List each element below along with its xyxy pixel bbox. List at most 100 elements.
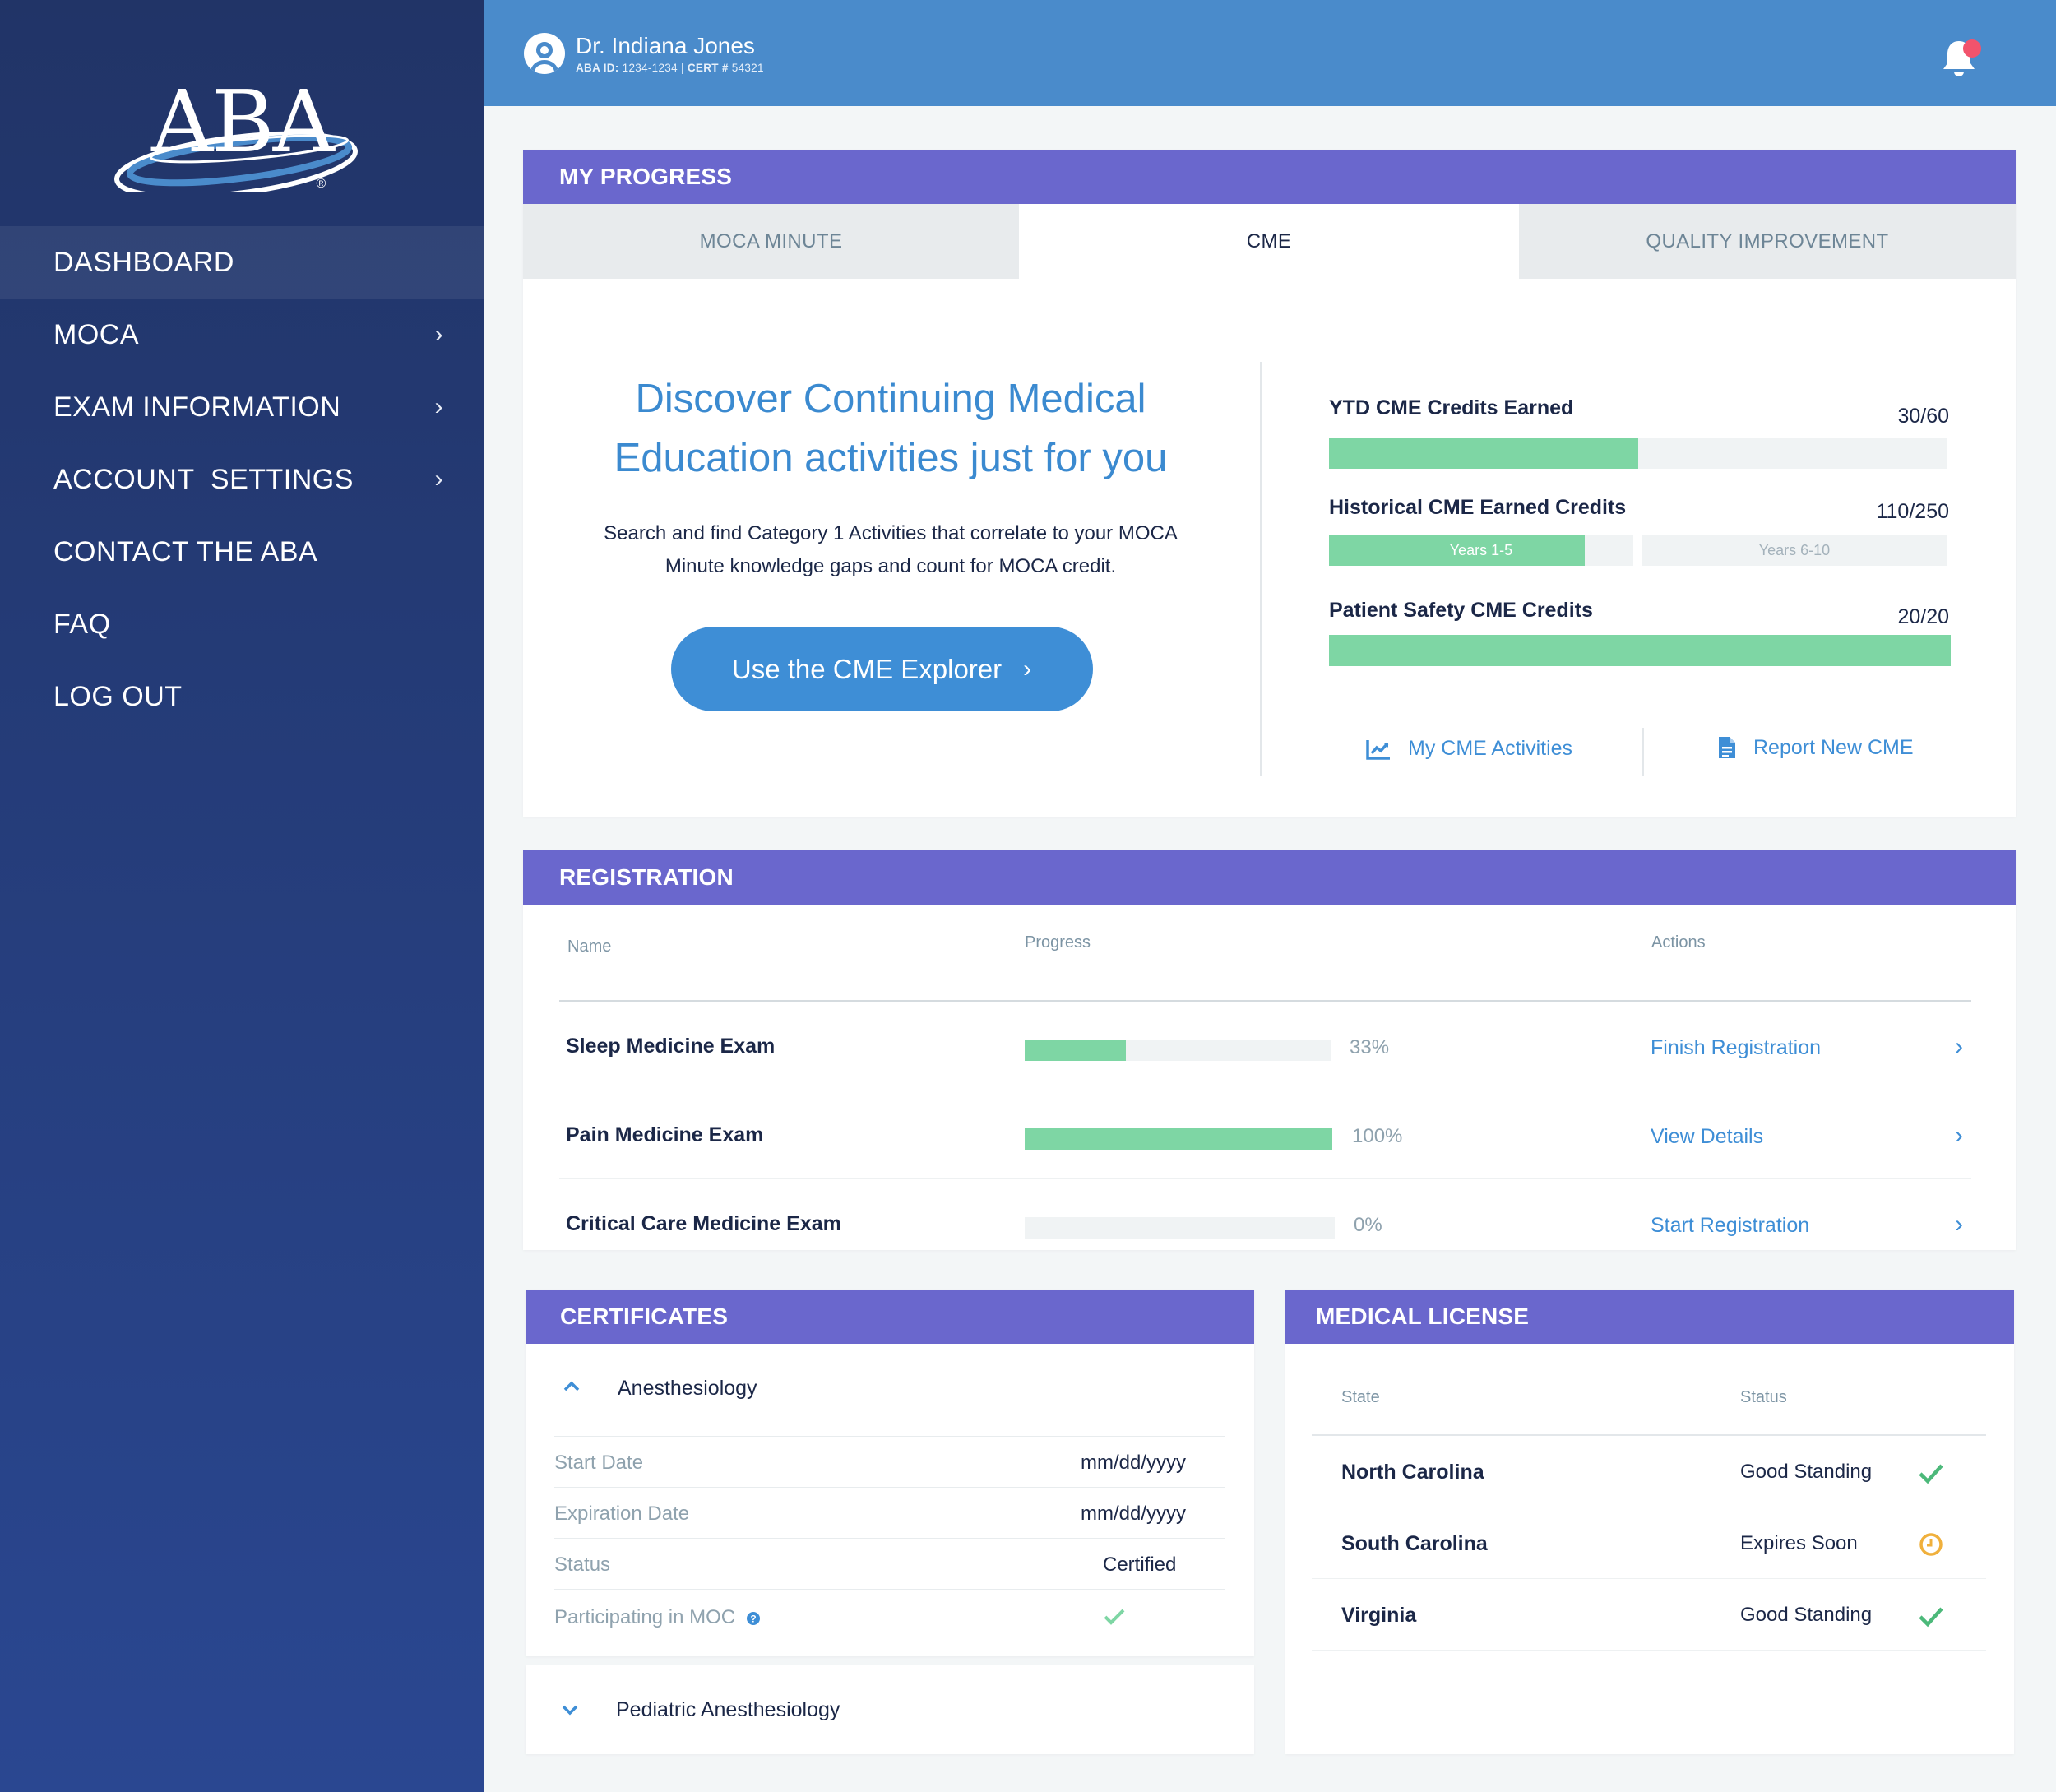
metric-label: Historical CME Earned Credits — [1329, 496, 1627, 519]
table-row: Sleep Medicine Exam 33% Finish Registrat… — [559, 1002, 1971, 1090]
license-status: Good Standing — [1740, 1604, 1873, 1626]
cme-description: Search and find Category 1 Activities th… — [604, 522, 1178, 577]
clock-icon — [1919, 1533, 1943, 1556]
field-value: mm/dd/yyyy — [1081, 1452, 1187, 1474]
license-status: Good Standing — [1740, 1461, 1873, 1483]
sidebar-item-label: LOG OUT — [53, 680, 183, 712]
field-label: Status — [554, 1554, 611, 1576]
chevron-right-icon: › — [434, 393, 443, 420]
field-value: mm/dd/yyyy — [1081, 1503, 1187, 1525]
column-header-status: Status — [1740, 1388, 1787, 1406]
top-bar: Dr. Indiana Jones ABA ID: 1234-1234 | CE… — [484, 0, 2056, 106]
sidebar-item-dashboard[interactable]: DASHBOARD — [0, 226, 484, 299]
ytd-progress-fill — [1329, 438, 1638, 469]
certificate-field-expiration-date: Expiration Date mm/dd/yyyy — [554, 1487, 1225, 1538]
column-header-name: Name — [567, 938, 612, 956]
segment-fill — [1329, 535, 1585, 566]
registration-progress-fill — [1025, 1128, 1332, 1150]
help-icon[interactable]: ? — [746, 1611, 761, 1626]
document-icon — [1719, 737, 1735, 758]
progress-percent: 0% — [1354, 1214, 1382, 1236]
report-new-cme-link[interactable]: Report New CME — [1717, 735, 1914, 760]
aba-logo[interactable]: ABA ® — [111, 35, 374, 192]
license-state: South Carolina — [1341, 1532, 1488, 1555]
certificate-accordion-pediatric[interactable]: Pediatric Anesthesiology — [526, 1665, 1254, 1754]
tab-moca-minute[interactable]: MOCA MINUTE — [523, 204, 1019, 279]
metric-value: 110/250 — [1876, 500, 1949, 523]
registration-card: REGISTRATION Name Progress Actions Sleep… — [523, 850, 2016, 1250]
chevron-down-icon — [562, 1705, 578, 1716]
sidebar-item-exam-information[interactable]: EXAM INFORMATION › — [0, 371, 484, 443]
registration-table: Name Progress Actions Sleep Medicine Exa… — [559, 905, 1971, 1268]
avatar-icon — [524, 33, 565, 74]
license-state: Virginia — [1341, 1604, 1417, 1627]
registration-progress-bar — [1025, 1040, 1331, 1061]
certificate-field-start-date: Start Date mm/dd/yyyy — [554, 1436, 1225, 1487]
sidebar-item-label: MOCA — [53, 318, 139, 350]
sidebar-item-faq[interactable]: FAQ — [0, 588, 484, 660]
registration-progress-bar — [1025, 1128, 1332, 1150]
registration-progress-bar — [1025, 1217, 1335, 1239]
segment-label: Years 1-5 — [1449, 541, 1513, 558]
field-label: Participating in MOC ? — [554, 1606, 761, 1629]
license-state: North Carolina — [1341, 1461, 1484, 1484]
progress-card: MY PROGRESS MOCA MINUTE CME QUALITY IMPR… — [523, 150, 2016, 817]
user-name: Dr. Indiana Jones — [576, 33, 755, 58]
sidebar-item-contact[interactable]: CONTACT THE ABA — [0, 516, 484, 588]
exam-name: Sleep Medicine Exam — [566, 1035, 776, 1058]
my-cme-activities-link[interactable]: My CME Activities — [1365, 737, 1572, 761]
column-header-progress: Progress — [1025, 933, 1091, 952]
tab-cme[interactable]: CME — [1019, 204, 1519, 279]
cme-explorer-button[interactable]: Use the CME Explorer › — [670, 627, 1093, 711]
cme-headline: Discover Continuing Medical Education ac… — [614, 377, 1168, 480]
sidebar-item-label: ACCOUNT SETTINGS — [53, 463, 354, 495]
sidebar-item-label: CONTACT THE ABA — [53, 535, 318, 567]
field-value: Certified — [1103, 1554, 1177, 1576]
start-registration-link[interactable]: Start Registration — [1651, 1214, 1810, 1237]
chart-line-icon — [1366, 739, 1390, 760]
check-icon — [1919, 1464, 1943, 1484]
patient-safety-metric: Patient Safety CME Credits 20/20 — [1329, 599, 1952, 628]
chevron-right-icon[interactable]: › — [1955, 1122, 1963, 1149]
user-ids: ABA ID: 1234-1234 | CERT # 54321 — [576, 62, 764, 74]
historical-segment-1: Years 1-5 — [1329, 535, 1633, 566]
sidebar: ABA ® DASHBOARD MOCA › EXAM INFORMATION … — [0, 0, 484, 1792]
tab-quality-improvement[interactable]: QUALITY IMPROVEMENT — [1519, 204, 2016, 279]
logo-area: ABA ® — [0, 0, 484, 226]
certificate-field-status: Status Certified — [554, 1538, 1225, 1589]
certificate-name: Pediatric Anesthesiology — [616, 1698, 840, 1721]
metric-label: Patient Safety CME Credits — [1329, 599, 1593, 622]
check-icon — [1919, 1607, 1943, 1628]
sidebar-item-logout[interactable]: LOG OUT — [0, 660, 484, 733]
view-details-link[interactable]: View Details — [1651, 1125, 1764, 1148]
registration-title: REGISTRATION — [523, 850, 2016, 905]
sidebar-item-account-settings[interactable]: ACCOUNT SETTINGS › — [0, 443, 484, 516]
chevron-up-icon — [563, 1381, 580, 1391]
progress-title: MY PROGRESS — [523, 150, 2016, 204]
progress-tabs: MOCA MINUTE CME QUALITY IMPROVEMENT — [523, 204, 2016, 279]
notification-badge — [1963, 39, 1981, 58]
table-header: Name Progress Actions — [559, 905, 1971, 1002]
user-profile[interactable]: Dr. Indiana Jones ABA ID: 1234-1234 | CE… — [524, 33, 764, 74]
exam-name: Pain Medicine Exam — [566, 1123, 764, 1146]
metric-label: YTD CME Credits Earned — [1329, 396, 1574, 419]
chevron-right-icon: › — [434, 465, 443, 493]
sidebar-item-moca[interactable]: MOCA › — [0, 299, 484, 371]
table-row: North Carolina Good Standing — [1312, 1436, 1986, 1507]
ytd-progress-bar — [1329, 438, 1947, 469]
patient-safety-progress-fill — [1329, 635, 1951, 666]
historical-segment-2: Years 6-10 — [1642, 535, 1947, 566]
segment-label: Years 6-10 — [1758, 541, 1831, 558]
certificate-accordion-anesthesiology[interactable]: Anesthesiology — [526, 1344, 1254, 1436]
column-header-actions: Actions — [1651, 933, 1706, 952]
chevron-right-icon: › — [1023, 655, 1032, 683]
table-header: State Status — [1312, 1344, 1986, 1436]
metric-value: 30/60 — [1897, 405, 1949, 428]
medical-license-title: MEDICAL LICENSE — [1285, 1290, 2014, 1344]
chevron-right-icon[interactable]: › — [1955, 1033, 1963, 1060]
finish-registration-link[interactable]: Finish Registration — [1651, 1036, 1822, 1059]
table-row: South Carolina Expires Soon — [1312, 1507, 1986, 1579]
chevron-right-icon[interactable]: › — [1955, 1211, 1963, 1238]
table-row: Virginia Good Standing — [1312, 1579, 1986, 1651]
registered-mark: ® — [316, 176, 326, 191]
